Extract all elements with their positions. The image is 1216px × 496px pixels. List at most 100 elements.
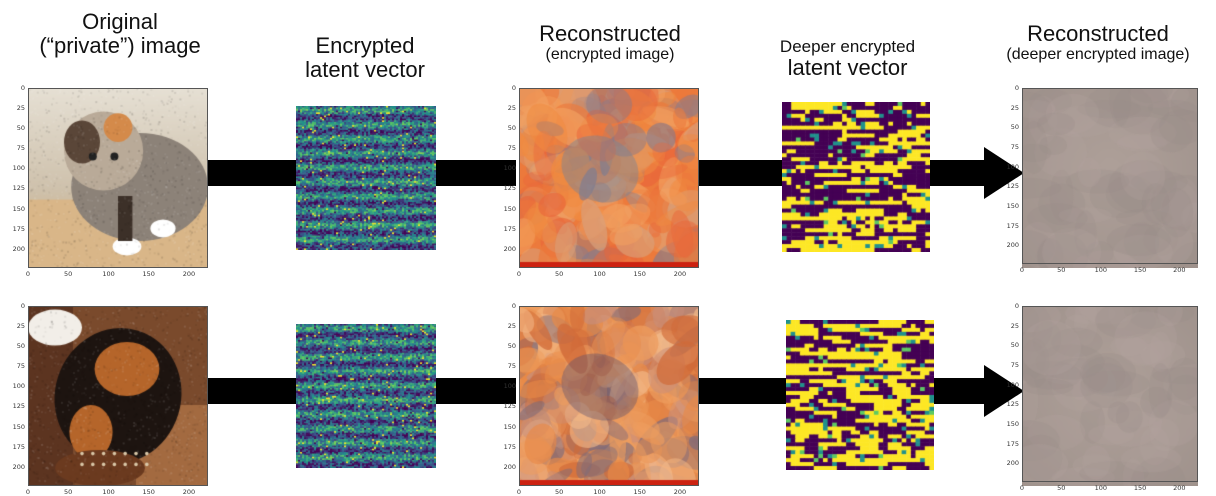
row-dog-original-xtick: 200 <box>182 488 196 496</box>
row-cat-deeper-reconstructed-ytick: 125 <box>1006 182 1019 191</box>
row-cat-reconstructed-ytick: 50 <box>507 124 516 133</box>
row-dog-original-ytick: 50 <box>16 342 25 351</box>
row-dog-original-photo <box>28 306 208 486</box>
row-cat-original-xtick: 50 <box>64 270 73 278</box>
arrow-row1-head <box>984 147 1024 199</box>
row-dog-original-ytick: 100 <box>12 382 25 391</box>
row-dog-deeper-reconstructed-ytick: 0 <box>1014 302 1019 310</box>
row-cat-original-xtick: 0 <box>25 270 31 278</box>
row-dog-deeper-reconstructed-ytick: 125 <box>1006 400 1019 409</box>
row-dog-original-ytick: 75 <box>16 362 25 371</box>
header-original-line2: (“private”) image <box>39 32 201 58</box>
header-deeper-latent: Deeper encrypted latent vector <box>755 37 940 81</box>
arrow-row2-a <box>208 378 298 404</box>
row-cat-reconstructed-xtick: 200 <box>673 270 687 278</box>
row-cat-reconstructed-xtick: 150 <box>633 270 646 278</box>
row-dog-deeper-reconstructed-xtick: 0 <box>1019 484 1025 492</box>
row-dog-deeper-reconstructed-ytick: 75 <box>1010 360 1019 369</box>
row-cat-encrypted-latent-heatmap <box>296 106 436 250</box>
row-cat-deeper-latent-heatmap <box>782 102 930 252</box>
row-cat-deeper-reconstructed-image <box>1022 88 1198 268</box>
row-dog-reconstructed-xtick: 0 <box>516 488 522 496</box>
row-dog-deeper-reconstructed-ytick: 25 <box>1010 321 1019 330</box>
row-cat-reconstructed-ytick: 75 <box>507 144 516 153</box>
row-dog-reconstructed-xtick: 150 <box>633 488 646 496</box>
arrow-row2-c <box>698 378 786 404</box>
arrow-row1-d <box>928 160 986 186</box>
row-dog-deeper-reconstructed-ytick: 50 <box>1010 341 1019 350</box>
row-cat-reconstructed-image <box>519 88 699 268</box>
arrow-row2-head <box>984 365 1024 417</box>
row-cat-original-ytick: 0 <box>20 84 25 92</box>
header-reconstructed-line2: (encrypted image) <box>545 45 675 63</box>
header-deeper-reconstructed: Reconstructed (deeper encrypted image) <box>980 22 1216 63</box>
row-dog-deeper-reconstructed-xtick: 150 <box>1133 484 1147 492</box>
row-dog-reconstructed-ytick: 150 <box>503 422 516 431</box>
row-cat-deeper-reconstructed-xtick: 100 <box>1094 266 1107 274</box>
row-dog-deeper-reconstructed-ytick: 200 <box>1006 459 1019 468</box>
row-cat-deeper-reconstructed-ytick: 175 <box>1006 221 1019 230</box>
row-dog-deeper-reconstructed-image <box>1022 306 1198 486</box>
row-dog-encrypted-latent-heatmap <box>296 324 436 468</box>
row-cat-deeper-reconstructed-axes-frame <box>1022 88 1198 264</box>
row-cat-deeper-reconstructed-ytick: 50 <box>1010 123 1019 132</box>
row-cat-original-ytick: 50 <box>16 124 25 133</box>
row-dog-deeper-reconstructed-axes-frame <box>1022 306 1198 482</box>
row-cat-reconstructed-ytick: 150 <box>503 204 516 213</box>
row-dog-deeper-reconstructed-xtick: 200 <box>1173 484 1186 492</box>
row-dog-deeper-reconstructed-xtick: 50 <box>1057 484 1066 492</box>
row-cat-original-ytick: 100 <box>12 164 25 173</box>
header-encrypted-latent-line1: Encrypted <box>315 33 415 58</box>
row-dog-reconstructed-axes-frame <box>519 306 699 486</box>
row-cat-deeper-reconstructed-ytick: 150 <box>1006 201 1019 210</box>
row-cat-original-ytick: 25 <box>16 104 25 113</box>
header-encrypted-latent-line2: latent vector <box>305 56 425 82</box>
row-cat-deeper-reconstructed-ytick: 25 <box>1010 103 1019 112</box>
row-cat-deeper-reconstructed-xtick: 0 <box>1019 266 1025 274</box>
row-cat-deeper-reconstructed-ytick: 100 <box>1006 162 1019 171</box>
arrow-row1-b <box>436 160 516 186</box>
row-dog-original-ytick: 25 <box>16 322 25 331</box>
arrow-row2-b <box>436 378 516 404</box>
row-dog-deeper-reconstructed-ytick: 100 <box>1006 380 1019 389</box>
row-cat-original-xtick: 150 <box>142 270 155 278</box>
header-deeper-reconstructed-line2: (deeper encrypted image) <box>1006 45 1190 63</box>
row-dog-reconstructed-xtick: 100 <box>593 488 606 496</box>
arrow-row1-c <box>698 160 782 186</box>
header-original-line1: Original <box>82 9 158 34</box>
row-dog-reconstructed-ytick: 100 <box>503 382 516 391</box>
header-original: Original (“private”) image <box>20 10 220 58</box>
row-cat-reconstructed-ytick: 175 <box>503 224 516 233</box>
header-reconstructed-line1: Reconstructed <box>539 21 681 46</box>
row-cat-reconstructed-xtick: 0 <box>516 270 522 278</box>
row-cat-original-ytick: 175 <box>12 224 25 233</box>
row-dog-reconstructed-xtick: 200 <box>673 488 687 496</box>
header-deeper-latent-line1: Deeper encrypted <box>779 37 916 56</box>
row-dog-reconstructed-ytick: 0 <box>511 302 516 310</box>
row-dog-original-xtick: 150 <box>142 488 155 496</box>
row-dog-reconstructed-xtick: 50 <box>555 488 564 496</box>
row-cat-deeper-reconstructed-xtick: 200 <box>1173 266 1186 274</box>
row-cat-reconstructed-ytick: 0 <box>511 84 516 92</box>
arrow-row2-d <box>930 378 986 404</box>
row-dog-deeper-reconstructed-ytick: 175 <box>1006 439 1019 448</box>
row-cat-reconstructed-ytick: 200 <box>503 244 516 253</box>
row-dog-reconstructed-ytick: 25 <box>507 322 516 331</box>
row-cat-original-xtick: 200 <box>182 270 196 278</box>
row-dog-deeper-reconstructed-ytick: 150 <box>1006 419 1019 428</box>
row-cat-reconstructed-xtick: 100 <box>593 270 606 278</box>
header-deeper-reconstructed-line1: Reconstructed <box>1027 21 1169 46</box>
row-dog-reconstructed-ytick: 175 <box>503 442 516 451</box>
row-cat-original-ytick: 200 <box>12 244 25 253</box>
arrow-row1-a <box>208 160 298 186</box>
row-cat-original-ytick: 150 <box>12 204 25 213</box>
row-dog-original-xtick: 100 <box>102 488 115 496</box>
header-reconstructed: Reconstructed (encrypted image) <box>505 22 715 63</box>
header-encrypted-latent: Encrypted latent vector <box>280 34 450 82</box>
header-deeper-latent-line2: latent vector <box>787 55 908 81</box>
row-dog-original-ytick: 125 <box>12 402 25 411</box>
row-cat-deeper-reconstructed-ytick: 75 <box>1010 142 1019 151</box>
row-dog-original-xtick: 0 <box>25 488 31 496</box>
row-dog-deeper-reconstructed-xtick: 100 <box>1094 484 1107 492</box>
row-cat-deeper-reconstructed-xtick: 50 <box>1057 266 1066 274</box>
